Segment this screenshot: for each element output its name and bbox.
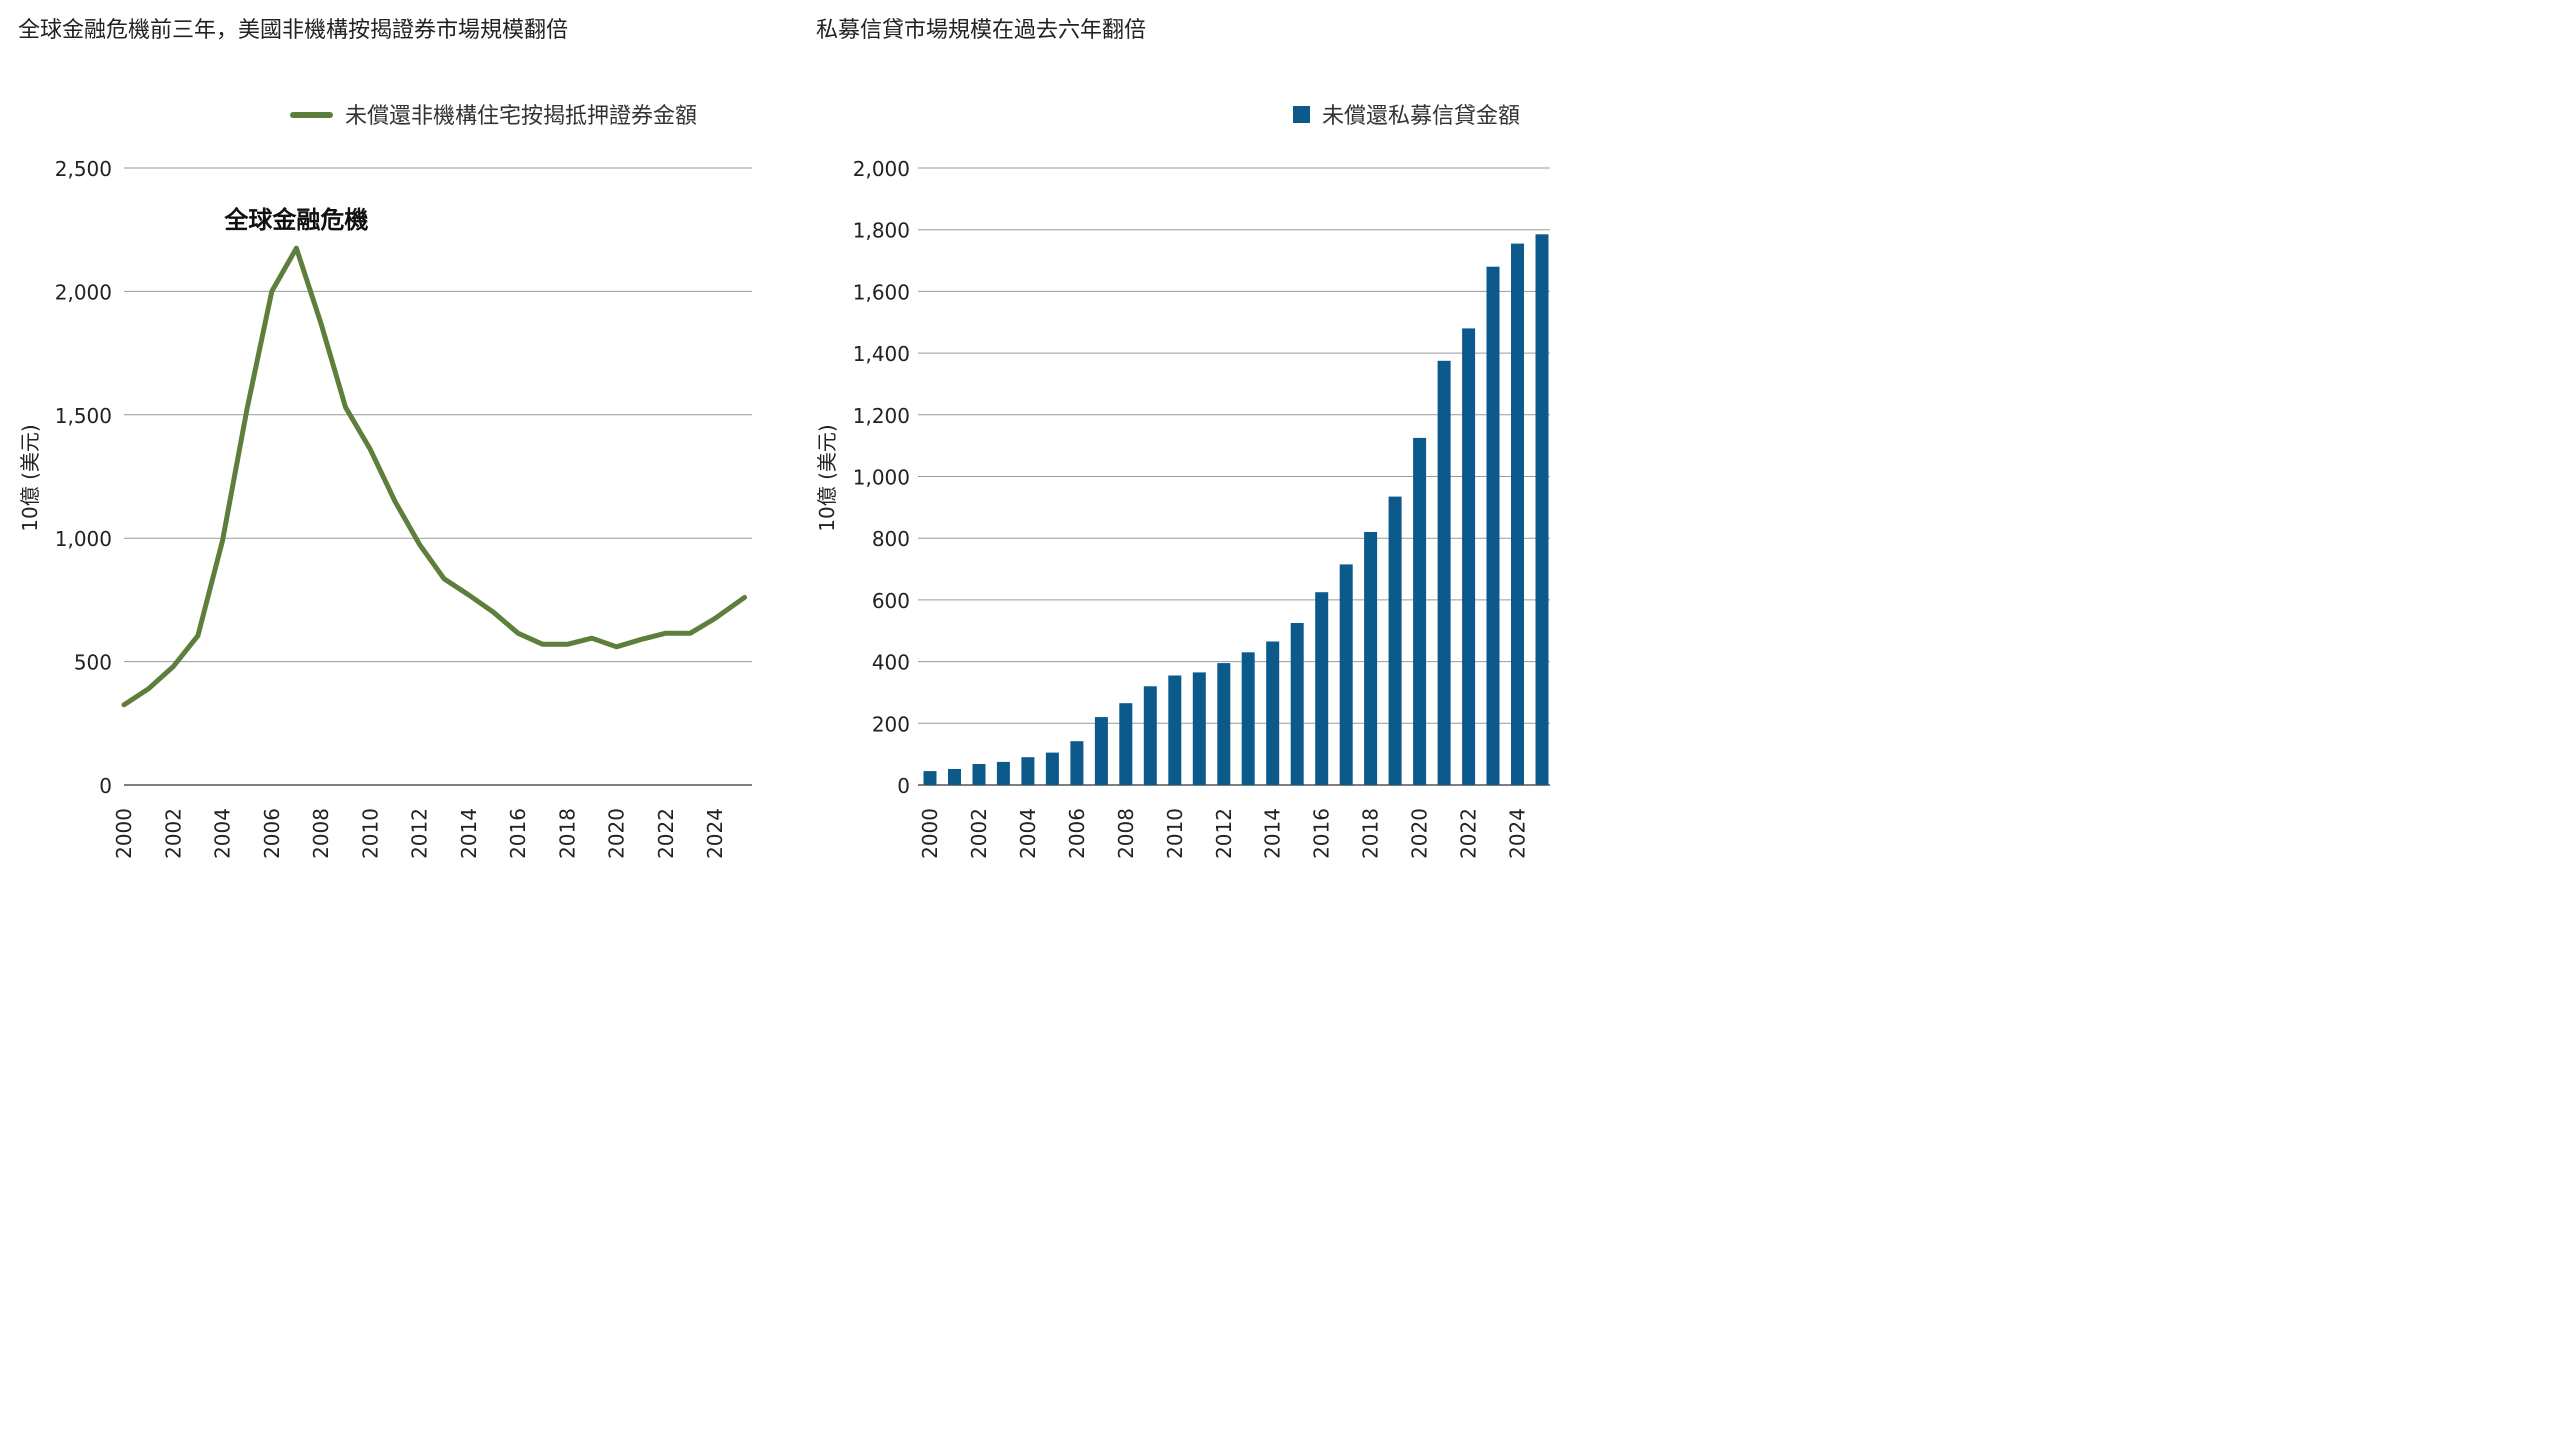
- left-x-tick-label: 2018: [555, 808, 579, 859]
- left-y-tick-label: 1,500: [55, 404, 112, 428]
- private-credit-bar: [1315, 592, 1329, 785]
- left-y-tick-label: 2,000: [55, 280, 112, 304]
- left-x-tick-label: 2004: [211, 808, 235, 859]
- left-chart-title: 全球金融危機前三年，美國非機構按揭證券市場規模翻倍: [18, 18, 569, 43]
- private-credit-bar: [1241, 652, 1255, 785]
- right-x-tick-label: 2020: [1408, 808, 1432, 859]
- left-x-tick-label: 2014: [457, 808, 481, 859]
- right-y-tick-label: 200: [872, 712, 910, 736]
- private-credit-bar: [1045, 752, 1059, 785]
- private-credit-bar: [1339, 564, 1353, 785]
- right-y-tick-label: 800: [872, 527, 910, 551]
- private-credit-bar: [1266, 641, 1280, 785]
- right-x-tick-label: 2002: [967, 808, 991, 859]
- right-x-tick-label: 2024: [1506, 808, 1530, 859]
- right-y-tick-label: 1,600: [853, 280, 910, 304]
- right-x-tick-label: 2008: [1114, 808, 1138, 859]
- right-y-tick-label: 0: [897, 774, 910, 798]
- left-x-tick-label: 2020: [605, 808, 629, 859]
- private-credit-bar: [1486, 266, 1500, 785]
- left-x-tick-label: 2006: [260, 808, 284, 859]
- private-credit-bar: [1094, 717, 1108, 785]
- right-x-tick-label: 2022: [1457, 808, 1481, 859]
- left-y-tick-label: 2,500: [55, 157, 112, 181]
- left-x-tick-label: 2012: [408, 808, 432, 859]
- right-x-tick-label: 2014: [1261, 808, 1285, 859]
- left-legend-label: 未償還非機構住宅按揭抵押證券金額: [345, 104, 697, 129]
- private-credit-bar: [1388, 496, 1402, 785]
- private-credit-bar: [972, 764, 986, 785]
- right-x-tick-label: 2004: [1016, 808, 1040, 859]
- right-y-tick-label: 1,000: [853, 466, 910, 490]
- private-credit-bar: [1168, 675, 1182, 785]
- private-credit-bar: [1192, 672, 1206, 785]
- private-credit-bar: [1437, 360, 1451, 785]
- left-x-tick-label: 2010: [358, 808, 382, 859]
- right-y-axis-label: 10億 (美元): [815, 424, 839, 531]
- left-y-tick-label: 500: [74, 651, 112, 675]
- left-y-tick-label: 1,000: [55, 527, 112, 551]
- right-x-tick-label: 2016: [1310, 808, 1334, 859]
- right-y-tick-label: 400: [872, 651, 910, 675]
- left-x-tick-label: 2022: [654, 808, 678, 859]
- right-y-tick-label: 1,200: [853, 404, 910, 428]
- right-y-tick-label: 2,000: [853, 157, 910, 181]
- non-agency-rmbs-line: [121, 245, 748, 708]
- private-credit-bar: [1462, 328, 1476, 785]
- right-chart-title: 私募信貸市場規模在過去六年翻倍: [816, 18, 1147, 43]
- private-credit-bar: [1070, 741, 1084, 785]
- private-credit-bar: [1290, 623, 1304, 785]
- left-x-tick-label: 2016: [506, 808, 530, 859]
- left-x-tick-label: 2024: [703, 808, 727, 859]
- left-x-tick-label: 2002: [161, 808, 185, 859]
- gfc-annotation: 全球金融危機: [223, 206, 368, 234]
- right-x-tick-label: 2006: [1065, 808, 1089, 859]
- right-x-tick-label: 2000: [918, 808, 942, 859]
- private-credit-bar: [1143, 686, 1157, 785]
- right-x-tick-label: 2010: [1163, 808, 1187, 859]
- right-y-tick-label: 600: [872, 589, 910, 613]
- private-credit-bar: [948, 769, 961, 785]
- private-credit-bar: [1021, 757, 1035, 785]
- right-x-tick-label: 2018: [1359, 808, 1383, 859]
- left-x-tick-label: 2008: [309, 808, 333, 859]
- private-credit-bar: [1119, 703, 1133, 785]
- private-credit-bar: [1413, 437, 1427, 785]
- private-credit-bar: [923, 771, 937, 785]
- right-legend-label: 未償還私募信貸金額: [1322, 104, 1520, 129]
- private-credit-bar: [996, 761, 1010, 785]
- private-credit-bar: [1535, 234, 1549, 786]
- private-credit-bar: [1364, 532, 1378, 785]
- right-x-tick-label: 2012: [1212, 808, 1236, 859]
- left-y-tick-label: 0: [99, 774, 112, 798]
- private-credit-bar: [1217, 663, 1231, 785]
- right-y-tick-label: 1,800: [853, 219, 910, 243]
- right-y-tick-label: 1,400: [853, 342, 910, 366]
- left-y-axis-label: 10億 (美元): [18, 424, 42, 531]
- private-credit-bar: [1511, 243, 1524, 786]
- right-legend-swatch: [1293, 106, 1310, 123]
- left-x-tick-label: 2000: [112, 808, 136, 859]
